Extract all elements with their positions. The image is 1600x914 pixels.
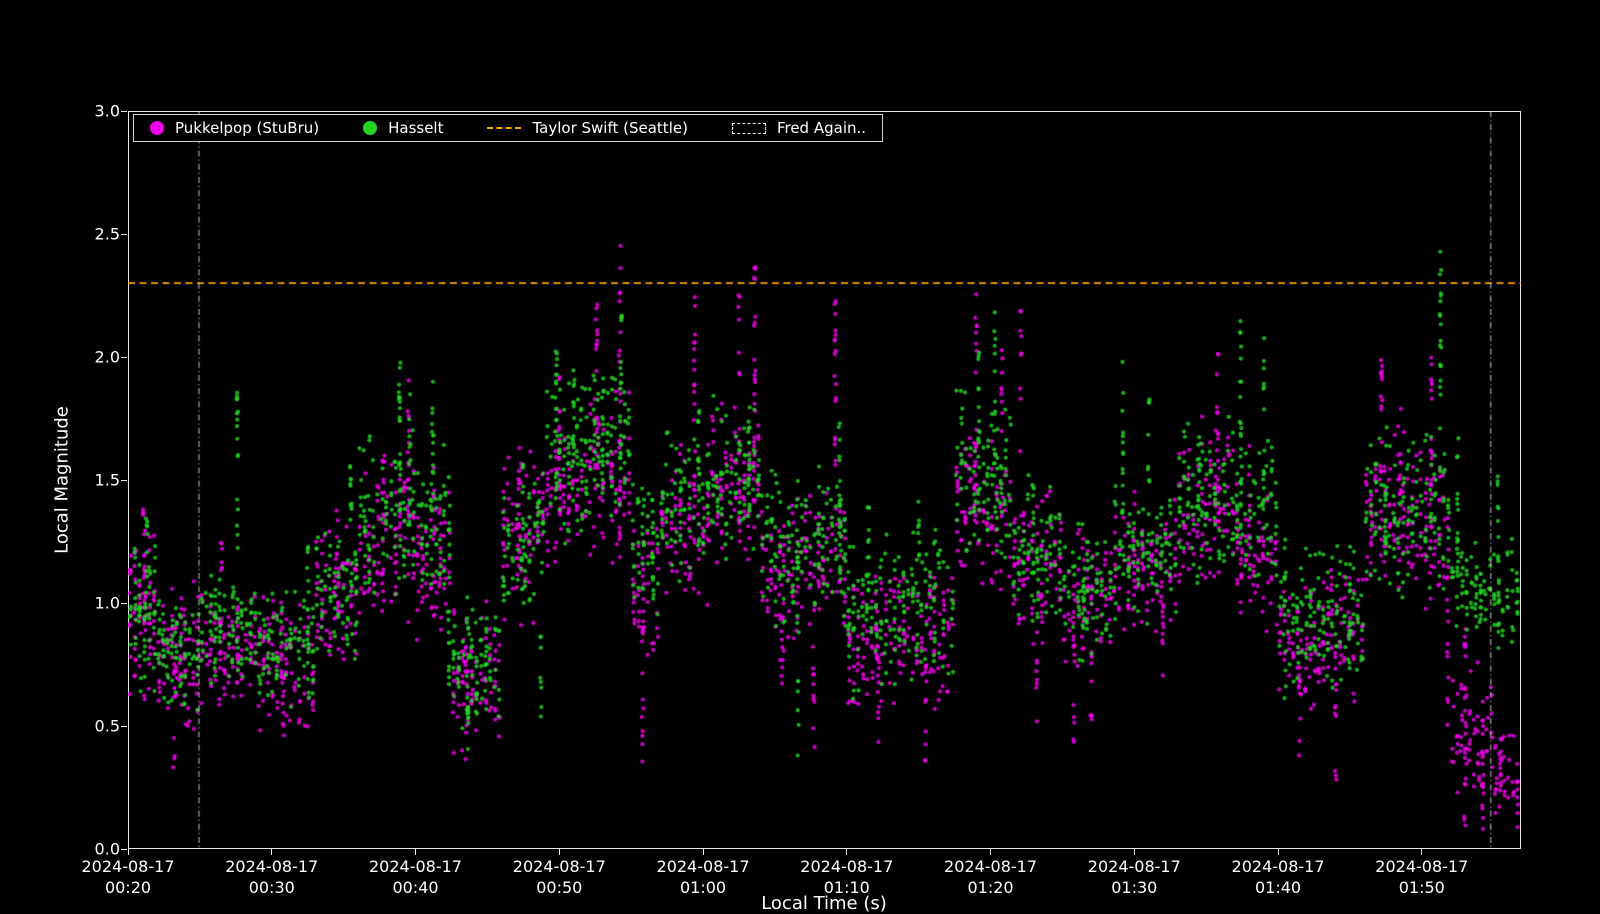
- x-tick-label: 2024-08-1701:00: [633, 856, 773, 898]
- y-tick-mark: [121, 726, 127, 727]
- x-tick-label: 2024-08-1701:20: [921, 856, 1061, 898]
- x-tick-label: 2024-08-1701:50: [1352, 856, 1492, 898]
- dashed-line-icon: [487, 127, 521, 129]
- x-tick-label: 2024-08-1701:10: [777, 856, 917, 898]
- y-tick-mark: [121, 234, 127, 235]
- y-tick-mark: [121, 357, 127, 358]
- x-tick-label: 2024-08-1700:20: [58, 856, 198, 898]
- legend-item-label: Fred Again..: [777, 119, 866, 137]
- x-tick-mark: [703, 849, 704, 855]
- legend-item-label: Pukkelpop (StuBru): [175, 119, 319, 137]
- scatter-dot-icon: [363, 121, 377, 135]
- x-tick-mark: [128, 849, 129, 855]
- figure-root: 0.00.51.01.52.02.53.0 2024-08-1700:20202…: [0, 0, 1600, 914]
- y-tick-mark: [121, 849, 127, 850]
- y-tick-mark: [121, 603, 127, 604]
- x-tick-label: 2024-08-1701:40: [1208, 856, 1348, 898]
- y-tick-label: 0.5: [60, 717, 120, 736]
- scatter-canvas: [128, 111, 1521, 849]
- y-tick-label: 2.5: [60, 225, 120, 244]
- x-tick-mark: [271, 849, 272, 855]
- y-tick-label: 2.0: [60, 348, 120, 367]
- x-tick-mark: [415, 849, 416, 855]
- y-tick-mark: [121, 480, 127, 481]
- x-tick-label: 2024-08-1700:40: [346, 856, 486, 898]
- x-tick-mark: [990, 849, 991, 855]
- legend-item: Pukkelpop (StuBru): [150, 119, 319, 137]
- x-tick-label: 2024-08-1700:50: [489, 856, 629, 898]
- x-tick-label: 2024-08-1701:30: [1064, 856, 1204, 898]
- y-tick-label: 1.0: [60, 594, 120, 613]
- x-tick-mark: [1278, 849, 1279, 855]
- x-tick-label: 2024-08-1700:30: [202, 856, 342, 898]
- legend-item-label: Hasselt: [388, 119, 443, 137]
- x-tick-mark: [1421, 849, 1422, 855]
- y-tick-label: 3.0: [60, 102, 120, 121]
- legend: Pukkelpop (StuBru) Hasselt Taylor Swift (S…: [133, 114, 883, 142]
- scatter-dot-icon: [150, 121, 164, 135]
- x-tick-mark: [1134, 849, 1135, 855]
- x-tick-mark: [559, 849, 560, 855]
- dashed-box-icon: [732, 123, 766, 134]
- x-tick-mark: [846, 849, 847, 855]
- legend-item: Hasselt: [363, 119, 443, 137]
- legend-item: Fred Again..: [732, 119, 866, 137]
- y-tick-mark: [121, 111, 127, 112]
- legend-item: Taylor Swift (Seattle): [487, 119, 687, 137]
- legend-item-label: Taylor Swift (Seattle): [532, 119, 687, 137]
- y-axis-label: Local Magnitude: [52, 406, 73, 554]
- x-axis-label: Local Time (s): [761, 893, 887, 914]
